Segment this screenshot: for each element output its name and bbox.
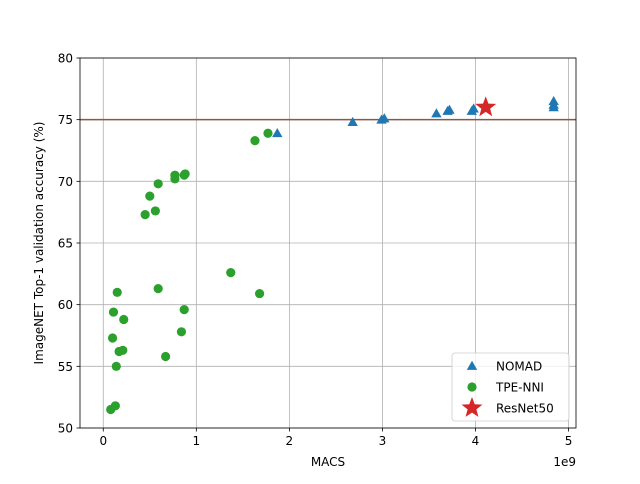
tpe-nni-point bbox=[119, 314, 129, 325]
points-layer bbox=[106, 95, 559, 415]
legend-box bbox=[451, 352, 570, 422]
nomad-point bbox=[379, 113, 390, 123]
tpe-nni-point bbox=[145, 191, 155, 201]
tpe-nni-point bbox=[250, 136, 260, 146]
nomad-point bbox=[272, 128, 283, 138]
y-axis-label: ImageNET Top-1 validation accuracy (%) bbox=[32, 122, 46, 365]
x-tick-label: 0 bbox=[99, 434, 107, 448]
tpe-nni-point bbox=[150, 206, 160, 216]
tpe-nni-point bbox=[161, 351, 171, 362]
x-offset-label: 1e9 bbox=[553, 455, 576, 469]
tpe-nni-point bbox=[153, 179, 163, 189]
x-tick-label: 1 bbox=[193, 434, 201, 448]
y-tick-label: 50 bbox=[58, 422, 73, 436]
x-axis-label: MACS bbox=[311, 455, 345, 469]
tpe-nni-point bbox=[107, 333, 118, 343]
tpe-nni-point bbox=[263, 128, 273, 138]
legend-label-resnet50: ResNet50 bbox=[496, 402, 554, 416]
nomad-point bbox=[431, 108, 442, 118]
tpe-nni-point bbox=[108, 307, 119, 317]
x-tick-label: 2 bbox=[286, 434, 294, 448]
y-tick-label: 75 bbox=[58, 113, 73, 127]
y-tick-label: 70 bbox=[58, 175, 73, 189]
y-tick-label: 80 bbox=[58, 52, 73, 66]
tpe-nni-point bbox=[118, 345, 128, 355]
legend-marker-resnet50 bbox=[461, 397, 483, 417]
tpe-nni-point bbox=[179, 305, 189, 315]
legend-marker-nomad bbox=[466, 360, 478, 370]
y-tick-label: 60 bbox=[58, 298, 73, 312]
tpe-nni-point bbox=[140, 210, 150, 220]
tpe-nni-point bbox=[226, 268, 236, 278]
y-tick-label: 65 bbox=[58, 237, 73, 251]
nomad-point bbox=[444, 104, 455, 114]
tpe-nni-point bbox=[110, 401, 120, 411]
legend-label-nomad: NOMAD bbox=[496, 360, 542, 374]
tpe-nni-point bbox=[112, 287, 122, 297]
x-tick-label: 3 bbox=[379, 434, 387, 448]
tpe-nni-point bbox=[170, 170, 180, 180]
x-tick-label: 5 bbox=[565, 434, 573, 448]
legend: NOMAD TPE-NNI ResNet50 bbox=[451, 352, 570, 422]
y-tick-label: 55 bbox=[58, 360, 73, 374]
tpe-nni-point bbox=[153, 284, 163, 294]
nomad-point bbox=[468, 103, 479, 113]
tpe-nni-point bbox=[111, 361, 121, 371]
tpe-nni-point bbox=[176, 327, 187, 337]
nomad-point bbox=[548, 95, 559, 106]
legend-marker-tpe-nni bbox=[467, 382, 477, 392]
nomad-point bbox=[347, 116, 358, 127]
x-tick-label: 4 bbox=[472, 434, 480, 448]
legend-label-tpe-nni: TPE-NNI bbox=[495, 381, 544, 395]
tpe-nni-point bbox=[255, 288, 265, 299]
tpe-nni-point bbox=[180, 169, 190, 179]
resnet50-point bbox=[475, 96, 497, 117]
